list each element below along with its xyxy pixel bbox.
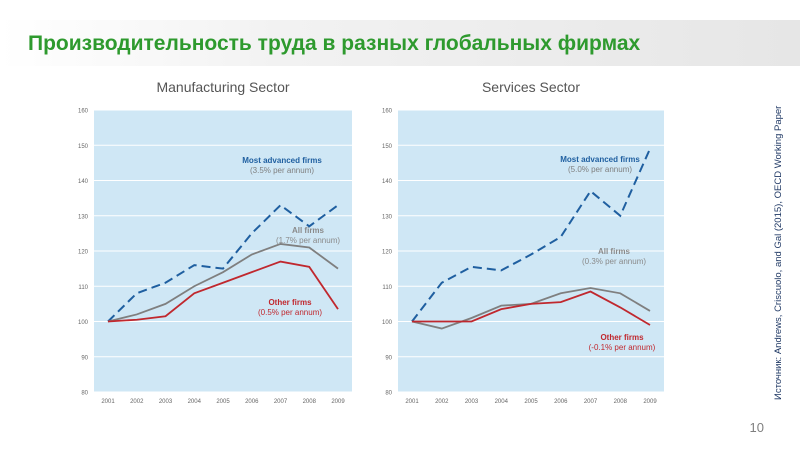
x-tick-label: 2003 — [159, 399, 173, 405]
x-tick-label: 2008 — [614, 399, 628, 405]
x-tick-label: 2001 — [405, 399, 419, 405]
series-label: Most advanced firms — [560, 155, 640, 164]
y-tick-label: 110 — [78, 285, 88, 291]
y-tick-label: 100 — [78, 320, 89, 326]
page-title: Производительность труда в разных глобал… — [28, 32, 641, 55]
y-tick-label: 140 — [78, 179, 89, 185]
series-sublabel: (3.5% per annum) — [250, 166, 314, 175]
y-tick-label: 130 — [382, 214, 393, 220]
y-tick-label: 160 — [382, 109, 393, 115]
series-label: Other firms — [600, 333, 644, 342]
y-tick-label: 150 — [382, 144, 393, 150]
series-sublabel: (5.0% per annum) — [568, 165, 632, 174]
y-tick-label: 90 — [385, 355, 392, 361]
x-tick-label: 2008 — [303, 399, 317, 405]
y-tick-label: 80 — [81, 391, 88, 397]
series-sublabel: (0.5% per annum) — [258, 308, 322, 317]
x-tick-label: 2005 — [524, 399, 538, 405]
x-tick-label: 2004 — [495, 399, 509, 405]
x-tick-label: 2007 — [584, 399, 598, 405]
x-tick-label: 2005 — [216, 399, 230, 405]
series-line-2 — [412, 290, 651, 326]
x-tick-label: 2003 — [465, 399, 479, 405]
y-tick-label: 160 — [78, 109, 89, 115]
x-tick-label: 2009 — [643, 399, 657, 405]
x-tick-label: 2001 — [101, 399, 115, 405]
series-sublabel: (0.3% per annum) — [582, 257, 646, 266]
title-band — [0, 20, 800, 66]
series-sublabel: (1.7% per annum) — [276, 236, 340, 245]
series-label: Other firms — [268, 298, 312, 307]
series-line-0 — [107, 203, 339, 323]
series-label: All firms — [292, 226, 325, 235]
x-tick-label: 2006 — [554, 399, 568, 405]
manufacturing-chart: Manufacturing Sector 80 90 100 110 120 130 140 1… — [78, 79, 352, 405]
chart-title: Manufacturing Sector — [156, 79, 289, 95]
services-chart: Services Sector 80 90 100 110 120 130 140 150 160… — [382, 79, 664, 405]
y-tick-label: 110 — [382, 285, 392, 291]
series-line-1 — [107, 243, 339, 323]
x-tick-label: 2009 — [331, 399, 345, 405]
x-tick-label: 2002 — [130, 399, 144, 405]
y-tick-label: 130 — [78, 214, 89, 220]
x-tick-label: 2002 — [435, 399, 449, 405]
x-tick-label: 2006 — [245, 399, 259, 405]
series-sublabel: (-0.1% per annum) — [589, 343, 656, 352]
page-number: 10 — [749, 420, 764, 435]
series-line-2 — [107, 260, 339, 323]
source-note: Источник: Andrews, Criscuolo, and Gal (2… — [773, 105, 784, 400]
y-tick-label: 80 — [385, 391, 392, 397]
x-tick-label: 2007 — [274, 399, 288, 405]
y-tick-label: 100 — [382, 320, 393, 326]
chart-title: Services Sector — [482, 79, 580, 95]
y-tick-label: 120 — [78, 250, 89, 256]
y-tick-label: 150 — [78, 144, 89, 150]
series-label: Most advanced firms — [242, 156, 322, 165]
y-tick-label: 140 — [382, 179, 393, 185]
y-tick-label: 90 — [81, 355, 88, 361]
y-tick-label: 120 — [382, 250, 393, 256]
x-tick-label: 2004 — [188, 399, 202, 405]
series-label: All firms — [598, 247, 631, 256]
series-line-0 — [411, 148, 651, 323]
